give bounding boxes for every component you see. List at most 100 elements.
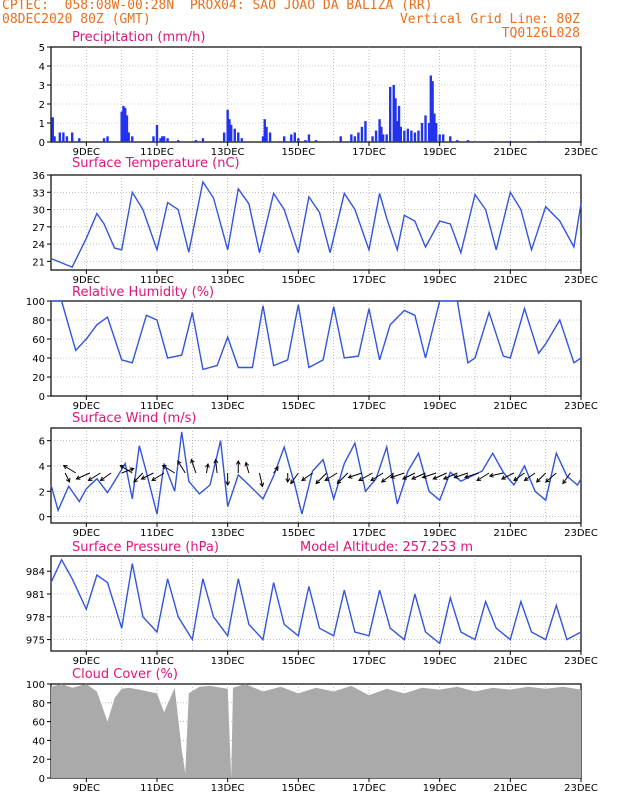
- wind-arrow-head: [421, 474, 427, 479]
- precip-bar: [397, 105, 401, 142]
- precip-bar: [120, 111, 123, 142]
- pres-xtick-label: 19DEC: [423, 656, 457, 667]
- wind-arrow: [76, 472, 91, 480]
- precip-xtick-label: 19DEC: [423, 147, 457, 158]
- precip-bar: [456, 140, 459, 142]
- wind-arrow: [315, 472, 327, 484]
- precip-bar: [222, 132, 226, 142]
- rh-xtick-label: 23DEC: [564, 401, 598, 412]
- wind-arrow-head: [513, 476, 518, 482]
- wind-arrow: [390, 472, 405, 478]
- rh-ytick-label: 40: [32, 354, 45, 365]
- precip-bar: [283, 136, 286, 142]
- precip-bar: [396, 121, 399, 142]
- wind-ytick-label: 2: [39, 487, 45, 498]
- precip-bar: [233, 128, 236, 142]
- precip-xtick-label: 15DEC: [281, 147, 315, 158]
- wind-arrow-head: [119, 464, 125, 470]
- precip-bar: [357, 132, 360, 142]
- wind-title: Surface Wind (m/s): [72, 411, 196, 426]
- rh-ytick-label: 60: [32, 335, 45, 346]
- precip-bar: [406, 128, 410, 142]
- rh-xtick-label: 9DEC: [73, 401, 100, 412]
- rh-ytick-label: 100: [26, 297, 45, 308]
- wind-arrow: [562, 472, 571, 484]
- wind-arrow-head: [324, 476, 330, 482]
- precip-bar: [240, 138, 243, 142]
- precip-bar: [159, 138, 162, 142]
- precip-bar: [399, 126, 402, 142]
- wind-arrow-head: [87, 476, 93, 482]
- precip-bar: [364, 121, 367, 142]
- wind-arrow: [301, 472, 313, 481]
- wind-frame: [50, 427, 582, 524]
- cloud-xtick-label: 9DEC: [73, 783, 100, 794]
- precip-xtick-label: 21DEC: [493, 147, 527, 158]
- precip-bar: [380, 126, 383, 142]
- cloud-ytick-label: 60: [32, 718, 45, 729]
- precip-bar: [438, 134, 441, 142]
- precip-bar: [304, 140, 307, 142]
- precip-ytick-label: 1: [39, 119, 45, 130]
- wind-arrow-head: [500, 475, 506, 480]
- wind-arrow-head: [523, 476, 529, 482]
- pres-ytick-label: 984: [26, 567, 45, 578]
- precip-bar: [127, 132, 130, 142]
- pres-frame: [50, 555, 582, 652]
- precip-bar: [433, 113, 436, 142]
- temp-xtick-label: 11DEC: [140, 275, 174, 286]
- wind-arrow-head: [213, 458, 219, 464]
- cloud-xtick-label: 17DEC: [352, 783, 386, 794]
- precip-bar: [226, 109, 229, 142]
- wind-arrow: [258, 472, 263, 487]
- pres-xtick-label: 21DEC: [493, 656, 527, 667]
- precip-bar: [122, 105, 125, 142]
- wind-arrow-head: [442, 475, 448, 480]
- precip-bar: [350, 134, 353, 142]
- rh-xtick-label: 17DEC: [352, 401, 386, 412]
- header-line2-left: 08DEC2020 80Z (GMT): [2, 12, 151, 27]
- wind-arrow: [133, 472, 144, 483]
- wind-arrow-head: [476, 476, 482, 482]
- precip-bar: [261, 136, 265, 142]
- precip-bar: [65, 136, 69, 142]
- rh-title: Relative Humidity (%): [72, 285, 214, 300]
- precip-bar: [392, 85, 395, 142]
- wind-arrow-head: [99, 476, 105, 482]
- precip-bar: [381, 134, 385, 142]
- wind-arrow-head: [315, 479, 321, 485]
- cloud-xtick-label: 11DEC: [140, 783, 174, 794]
- wind-arrow-head: [177, 460, 182, 466]
- header-line2-right: Vertical Grid Line: 80Z: [399, 12, 580, 27]
- precip-bar: [106, 136, 109, 142]
- precip-ytick-label: 5: [39, 43, 45, 54]
- temp-xtick-label: 21DEC: [493, 275, 527, 286]
- cloud-xtick-label: 23DEC: [564, 783, 598, 794]
- wind-arrow: [358, 472, 373, 481]
- wind-arrow: [177, 460, 186, 474]
- precip-bar: [360, 126, 364, 142]
- precip-bar: [389, 86, 392, 142]
- precip-bar: [427, 123, 431, 142]
- wind-arrow: [151, 472, 165, 481]
- wind-arrow-head: [535, 478, 541, 483]
- wind-arrow-head: [285, 478, 291, 484]
- precip-frame: [50, 46, 582, 143]
- precip-bar: [71, 132, 74, 142]
- precip-bar: [434, 123, 438, 142]
- temp-ytick-label: 30: [32, 206, 45, 217]
- wind-arrow-head: [133, 478, 138, 483]
- wind-arrow: [324, 472, 338, 481]
- temp-ytick-label: 24: [32, 240, 45, 251]
- temp-ytick-label: 33: [32, 188, 45, 199]
- rh-ytick-label: 80: [32, 316, 45, 327]
- rh-xtick-label: 21DEC: [493, 401, 527, 412]
- wind-xtick-label: 19DEC: [423, 528, 457, 539]
- precip-bar: [124, 107, 127, 142]
- cloud-ytick-label: 40: [32, 736, 45, 747]
- precip-bar: [509, 141, 512, 142]
- pres-xtick-label: 23DEC: [564, 656, 598, 667]
- rh-xtick-label: 11DEC: [140, 401, 174, 412]
- precip-bar: [297, 138, 300, 142]
